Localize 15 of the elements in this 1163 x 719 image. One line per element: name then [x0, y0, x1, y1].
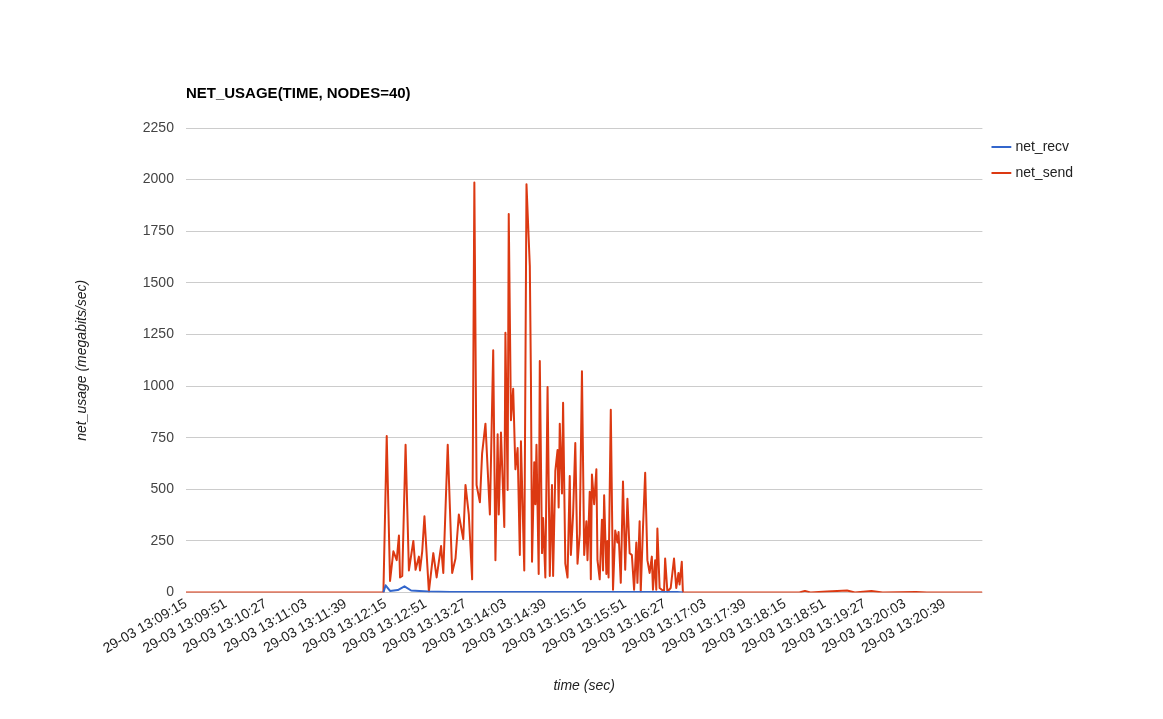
x-axis-title: time (sec) [553, 677, 615, 694]
y-tick-label: 750 [150, 428, 175, 445]
y-tick-label: 1500 [142, 273, 175, 290]
chart-title: NET_USAGE(TIME, NODES=40) [185, 84, 411, 101]
y-axis-title: net_usage (megabits/sec) [73, 279, 90, 441]
y-tick-label: 2250 [142, 118, 175, 135]
y-tick-label: 1750 [142, 222, 175, 239]
legend-label: net_send [1015, 163, 1073, 180]
y-tick-label: 0 [166, 583, 175, 600]
y-tick-label: 2000 [142, 170, 175, 187]
y-tick-label: 250 [150, 531, 175, 548]
y-tick-label: 1250 [142, 325, 175, 342]
y-tick-label: 1000 [142, 376, 175, 393]
y-tick-label: 500 [150, 480, 175, 497]
legend-label: net_recv [1015, 137, 1070, 154]
